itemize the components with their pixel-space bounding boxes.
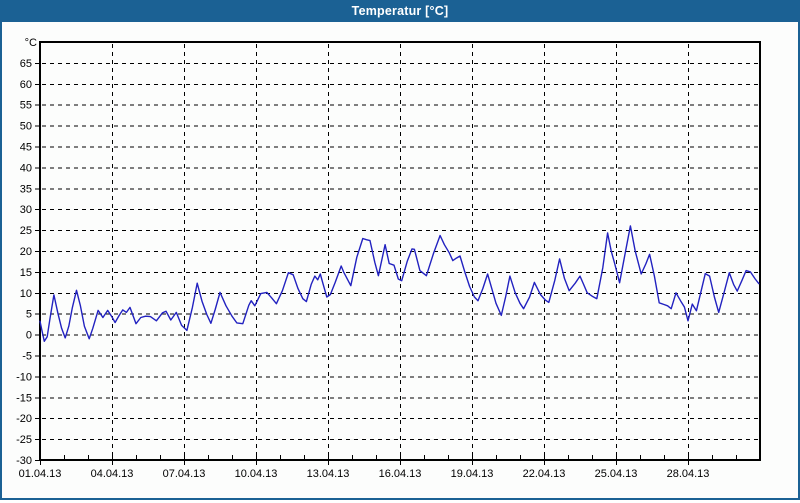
- chart-title: Temperatur [°C]: [351, 4, 449, 18]
- x-tick-label: 04.04.13: [91, 468, 134, 480]
- y-tick-label: 20: [20, 246, 32, 258]
- y-tick-label: 35: [20, 183, 32, 195]
- temperature-series-line: [39, 225, 760, 342]
- y-tick-label: 15: [20, 267, 32, 279]
- y-tick-label: 5: [26, 309, 32, 321]
- y-tick-label: 65: [20, 58, 32, 70]
- y-tick-label: 50: [20, 121, 32, 133]
- y-tick-label: -30: [16, 455, 32, 467]
- x-tick-label: 10.04.13: [235, 468, 278, 480]
- x-tick-label: 16.04.13: [379, 468, 422, 480]
- y-tick-label: 25: [20, 225, 32, 237]
- y-tick-label: 40: [20, 162, 32, 174]
- x-tick-label: 25.04.13: [595, 468, 638, 480]
- x-tick-label: 01.04.13: [19, 468, 62, 480]
- y-tick-label: 30: [20, 204, 32, 216]
- y-tick-label: -20: [16, 413, 32, 425]
- chart-area: 65 60 55 50 45 40 35 30 25 20 15 10 5 0 -5 -10 -15 -20 -25…: [2, 22, 798, 498]
- y-axis-unit-label: °C: [25, 37, 37, 49]
- y-tick-label: -15: [16, 392, 32, 404]
- plot-border: [39, 41, 761, 461]
- x-tick-label: 13.04.13: [307, 468, 350, 480]
- y-tick-label: 10: [20, 288, 32, 300]
- x-tick-label: 28.04.13: [667, 468, 710, 480]
- y-tick-label: 0: [26, 330, 32, 342]
- x-tick-label: 07.04.13: [163, 468, 206, 480]
- x-tick-label: 22.04.13: [523, 468, 566, 480]
- y-tick-label: 55: [20, 100, 32, 112]
- temperature-line-chart: 65605550454035302520151050-5-10-15-20-25…: [16, 37, 761, 480]
- y-tick-label: -25: [16, 434, 32, 446]
- y-tick-label: 45: [20, 142, 32, 154]
- y-tick-label: -10: [16, 371, 32, 383]
- y-tick-label: 60: [20, 79, 32, 91]
- x-tick-label: 19.04.13: [451, 468, 494, 480]
- window-title-bar[interactable]: Temperatur [°C]: [0, 0, 800, 22]
- y-tick-label: -5: [22, 351, 32, 363]
